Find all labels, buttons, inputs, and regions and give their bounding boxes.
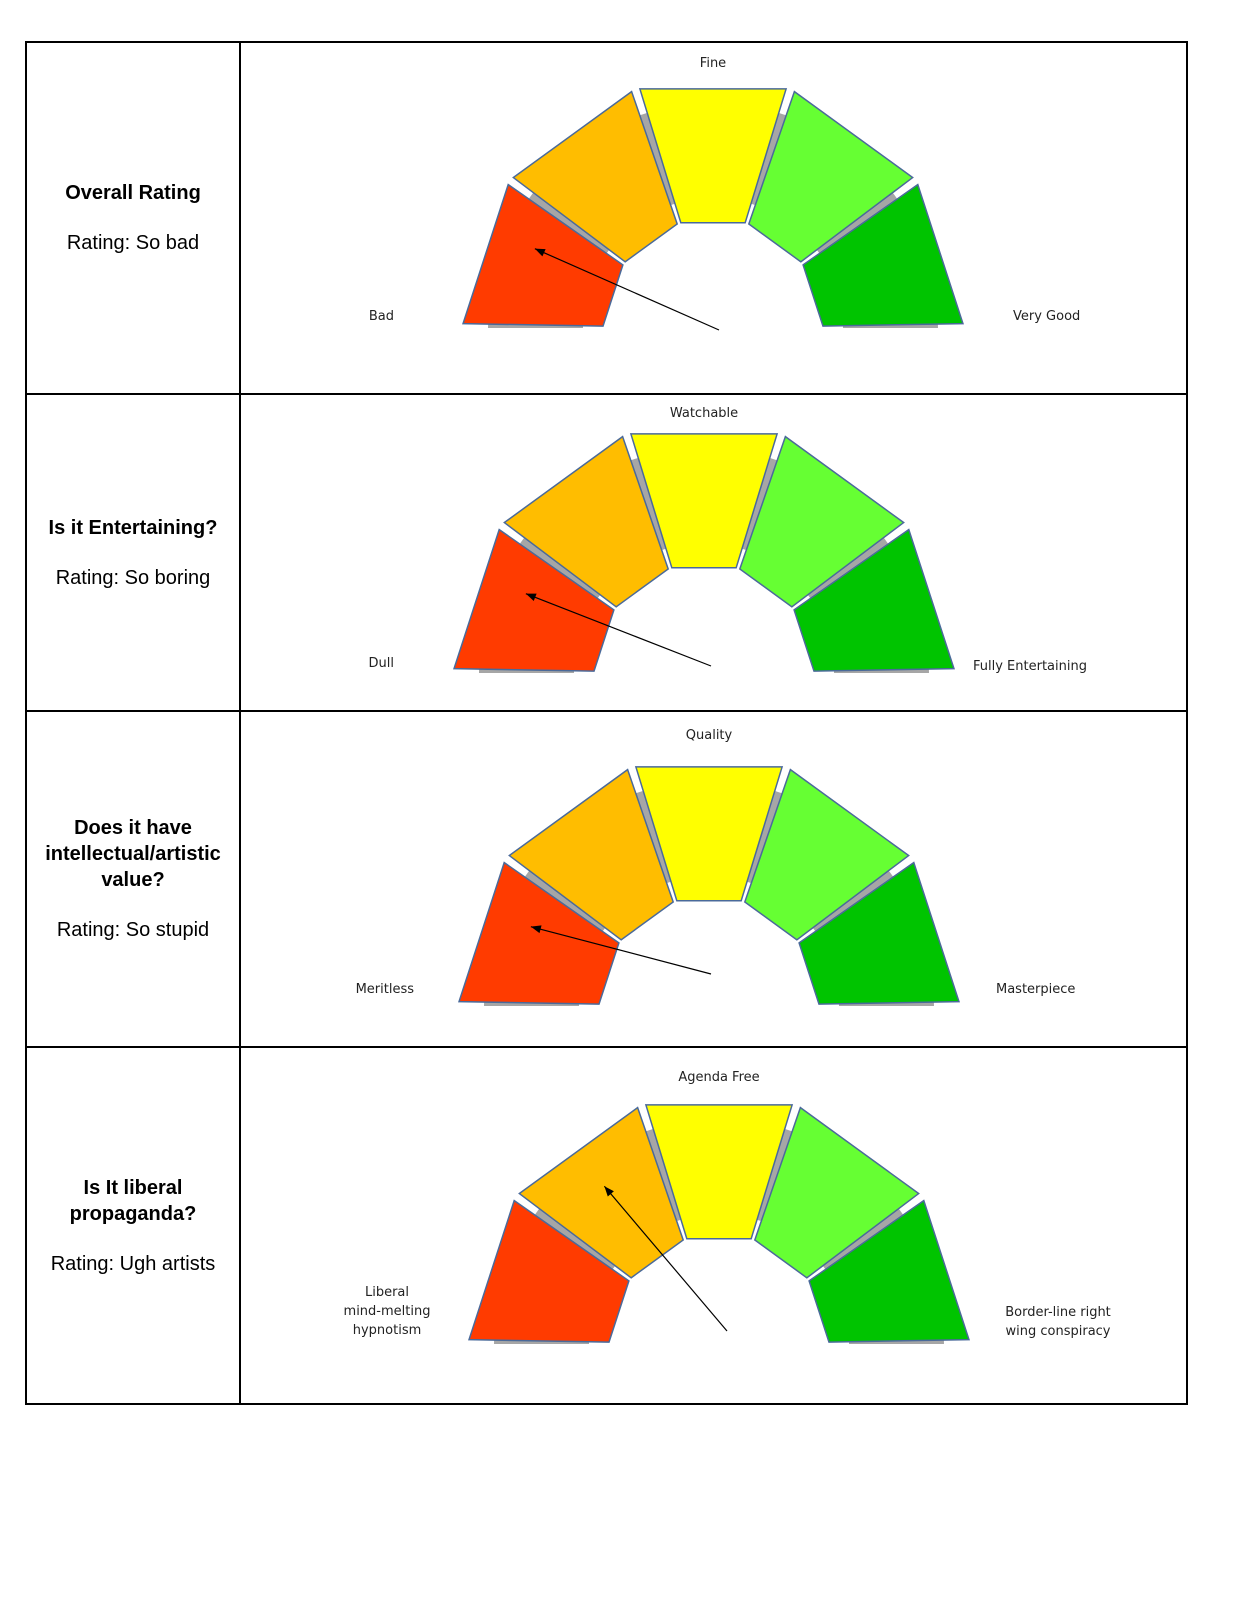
question-title: Is It liberal propaganda? xyxy=(27,1175,239,1227)
question-cell: Does it have intellectual/artistic value… xyxy=(26,711,240,1047)
rating-table: Overall Rating Rating: So bad Fine Bad V… xyxy=(25,41,1188,1405)
gauge-label-left: Meritless xyxy=(356,982,415,997)
gauge-cell: Watchable Dull Fully Entertaining xyxy=(240,394,1187,711)
gauge-label-right: Very Good xyxy=(1013,309,1080,324)
gauge-label-top: Agenda Free xyxy=(678,1070,759,1085)
gauge-label-left: Dull xyxy=(369,656,394,671)
gauge-cell: Agenda Free Liberal mind-melting hypnotism… xyxy=(240,1047,1187,1404)
question-title: Is it Entertaining? xyxy=(27,515,239,541)
gauge-chart: Fine Bad Very Good xyxy=(241,43,1188,393)
gauge-label-left: Liberal mind-melting hypnotism xyxy=(344,1285,431,1338)
rating-text: Rating: So bad xyxy=(27,230,239,256)
gauge-label-top: Watchable xyxy=(670,406,738,421)
gauge-cell: Quality Meritless Masterpiece xyxy=(240,711,1187,1047)
rating-text: Rating: Ugh artists xyxy=(27,1251,239,1277)
gauge-label-top: Fine xyxy=(700,56,726,71)
gauge-label-right: Masterpiece xyxy=(996,982,1075,997)
rating-text: Rating: So stupid xyxy=(27,917,239,943)
gauge-label-right: Fully Entertaining xyxy=(973,659,1087,674)
question-title: Overall Rating xyxy=(27,180,239,206)
question-cell: Is It liberal propaganda? Rating: Ugh ar… xyxy=(26,1047,240,1404)
question-title: Does it have intellectual/artistic value… xyxy=(27,815,239,893)
gauge-chart: Agenda Free Liberal mind-melting hypnotism… xyxy=(241,1048,1188,1403)
question-cell: Overall Rating Rating: So bad xyxy=(26,42,240,394)
gauge-cell: Fine Bad Very Good xyxy=(240,42,1187,394)
gauge-label-top: Quality xyxy=(686,728,733,743)
rating-row-value: Does it have intellectual/artistic value… xyxy=(26,711,1187,1047)
gauge-chart: Quality Meritless Masterpiece xyxy=(241,712,1188,1046)
rating-text: Rating: So boring xyxy=(27,565,239,591)
gauge-chart: Watchable Dull Fully Entertaining xyxy=(241,395,1188,710)
rating-row-propaganda: Is It liberal propaganda? Rating: Ugh ar… xyxy=(26,1047,1187,1404)
gauge-label-left: Bad xyxy=(369,309,394,324)
gauge-label-right: Border-line right wing conspiracy xyxy=(1005,1305,1111,1339)
rating-row-overall: Overall Rating Rating: So bad Fine Bad V… xyxy=(26,42,1187,394)
question-cell: Is it Entertaining? Rating: So boring xyxy=(26,394,240,711)
rating-row-entertaining: Is it Entertaining? Rating: So boring Wa… xyxy=(26,394,1187,711)
